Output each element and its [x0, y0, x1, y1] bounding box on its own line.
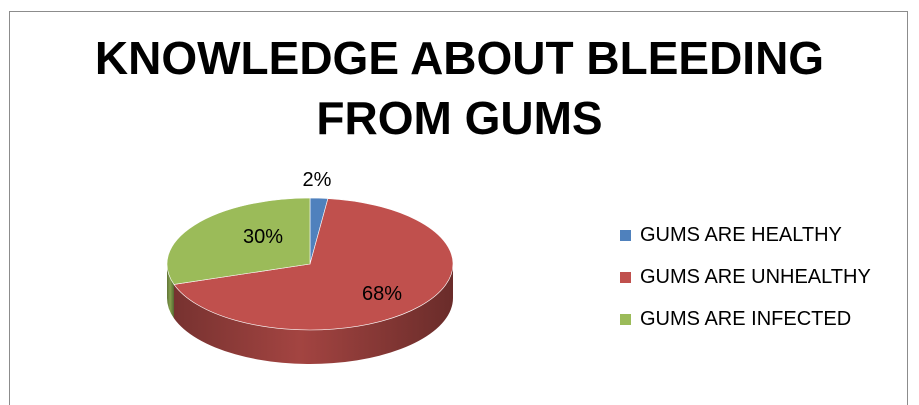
legend-swatch-healthy — [620, 229, 631, 241]
chart-title-line-2: FROM GUMS — [316, 92, 603, 144]
pie-data-label-2: 30% — [243, 226, 283, 248]
pie-3d-side — [167, 264, 454, 365]
pie-side-1 — [173, 264, 454, 365]
legend-swatch-infected — [620, 313, 631, 325]
pie-top-slices — [166, 197, 454, 331]
legend-item-unhealthy: GUMS ARE UNHEALTHY — [620, 264, 871, 290]
legend-item-infected: GUMS ARE INFECTED — [620, 306, 871, 332]
pie-data-label-1: 68% — [362, 283, 402, 305]
pie-data-label-0: 2% — [303, 169, 332, 191]
chart-title-line-1: KNOWLEDGE ABOUT BLEEDING — [94, 32, 825, 84]
legend-item-healthy: GUMS ARE HEALTHY — [620, 222, 871, 248]
chart-legend: GUMS ARE HEALTHY GUMS ARE UNHEALTHY GUMS… — [620, 222, 871, 348]
pie-data-labels: 2% 68% 30% — [243, 169, 402, 305]
pie-slice-1 — [173, 198, 454, 331]
legend-swatch-unhealthy — [620, 271, 631, 283]
legend-label-unhealthy: GUMS ARE UNHEALTHY — [640, 265, 871, 288]
legend-label-infected: GUMS ARE INFECTED — [640, 307, 852, 330]
chart-frame — [9, 11, 908, 405]
chart-title: KNOWLEDGE ABOUT BLEEDING FROM GUMS — [0, 28, 919, 148]
legend-label-healthy: GUMS ARE HEALTHY — [640, 223, 842, 246]
pie-slice-2 — [166, 197, 311, 285]
pie-side-2 — [167, 264, 174, 319]
